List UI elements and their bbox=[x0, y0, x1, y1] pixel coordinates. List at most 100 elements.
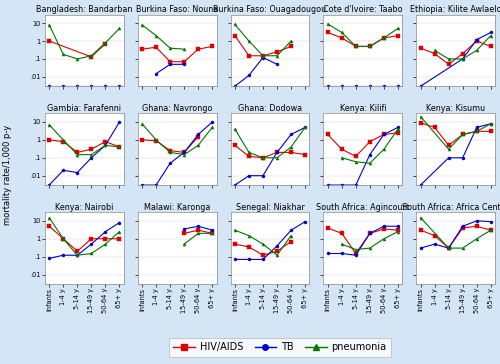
Line: pneumonia: pneumonia bbox=[419, 115, 492, 151]
Text: mortality rate/1,000 p-y: mortality rate/1,000 p-y bbox=[2, 124, 12, 225]
Line: HIV/AIDS: HIV/AIDS bbox=[326, 131, 400, 158]
HIV/AIDS bbox=[232, 143, 238, 147]
pneumonia bbox=[88, 251, 94, 256]
TB bbox=[446, 155, 452, 160]
Line: HIV/AIDS: HIV/AIDS bbox=[326, 226, 400, 255]
pneumonia bbox=[60, 237, 66, 241]
pneumonia bbox=[210, 125, 216, 130]
pneumonia bbox=[181, 47, 187, 51]
TB bbox=[210, 120, 216, 124]
TB bbox=[167, 161, 173, 165]
pneumonia bbox=[353, 159, 359, 164]
Line: pneumonia: pneumonia bbox=[140, 122, 214, 156]
TB bbox=[460, 57, 466, 61]
HIV/AIDS bbox=[367, 44, 373, 48]
HIV/AIDS bbox=[324, 30, 330, 35]
TB bbox=[60, 84, 66, 88]
HIV/AIDS bbox=[60, 237, 66, 241]
HIV/AIDS bbox=[324, 226, 330, 230]
TB bbox=[353, 253, 359, 257]
Line: TB: TB bbox=[419, 31, 492, 88]
TB bbox=[246, 257, 252, 262]
pneumonia bbox=[446, 246, 452, 250]
pneumonia bbox=[195, 143, 201, 147]
pneumonia bbox=[46, 123, 52, 127]
HIV/AIDS bbox=[324, 132, 330, 136]
TB bbox=[353, 84, 359, 88]
Title: Bangladesh: Bandarban: Bangladesh: Bandarban bbox=[36, 5, 132, 15]
pneumonia bbox=[460, 132, 466, 136]
pneumonia bbox=[418, 215, 424, 220]
TB bbox=[381, 84, 387, 88]
pneumonia bbox=[302, 125, 308, 130]
Line: TB: TB bbox=[326, 126, 400, 187]
TB bbox=[274, 62, 280, 67]
Line: pneumonia: pneumonia bbox=[234, 23, 292, 57]
TB bbox=[418, 84, 424, 88]
Line: TB: TB bbox=[234, 126, 306, 187]
TB bbox=[474, 37, 480, 42]
HIV/AIDS bbox=[446, 143, 452, 147]
Line: pneumonia: pneumonia bbox=[340, 230, 400, 251]
HIV/AIDS bbox=[116, 237, 122, 241]
HIV/AIDS bbox=[260, 253, 266, 257]
pneumonia bbox=[488, 228, 494, 232]
HIV/AIDS bbox=[367, 139, 373, 144]
TB bbox=[74, 170, 80, 175]
Title: Senegal: Niakhar: Senegal: Niakhar bbox=[236, 203, 304, 212]
TB bbox=[195, 224, 201, 228]
Line: HIV/AIDS: HIV/AIDS bbox=[234, 34, 292, 57]
TB bbox=[302, 125, 308, 130]
pneumonia bbox=[210, 231, 216, 236]
pneumonia bbox=[274, 253, 280, 257]
pneumonia bbox=[232, 228, 238, 232]
HIV/AIDS bbox=[302, 153, 308, 157]
Line: HIV/AIDS: HIV/AIDS bbox=[326, 31, 400, 48]
Line: pneumonia: pneumonia bbox=[326, 23, 400, 48]
pneumonia bbox=[339, 30, 345, 35]
Line: TB: TB bbox=[326, 225, 400, 257]
TB bbox=[246, 73, 252, 78]
HIV/AIDS bbox=[167, 149, 173, 153]
HIV/AIDS bbox=[274, 50, 280, 54]
pneumonia bbox=[474, 48, 480, 52]
Title: South Africa: Africa Centre: South Africa: Africa Centre bbox=[402, 203, 500, 212]
TB bbox=[181, 62, 187, 67]
HIV/AIDS bbox=[288, 150, 294, 155]
HIV/AIDS bbox=[116, 145, 122, 149]
Title: Kenya: Nairobi: Kenya: Nairobi bbox=[55, 203, 114, 212]
TB bbox=[339, 84, 345, 88]
pneumonia bbox=[367, 246, 373, 250]
pneumonia bbox=[460, 57, 466, 61]
Line: HIV/AIDS: HIV/AIDS bbox=[48, 138, 121, 154]
Line: HIV/AIDS: HIV/AIDS bbox=[419, 225, 492, 250]
Line: HIV/AIDS: HIV/AIDS bbox=[140, 45, 214, 63]
TB bbox=[288, 228, 294, 232]
pneumonia bbox=[288, 145, 294, 149]
TB bbox=[381, 224, 387, 228]
HIV/AIDS bbox=[274, 249, 280, 253]
HIV/AIDS bbox=[474, 224, 480, 228]
HIV/AIDS bbox=[246, 245, 252, 249]
Line: pneumonia: pneumonia bbox=[433, 34, 492, 60]
TB bbox=[460, 155, 466, 160]
pneumonia bbox=[288, 39, 294, 43]
pneumonia bbox=[102, 242, 108, 246]
pneumonia bbox=[260, 54, 266, 58]
pneumonia bbox=[446, 57, 452, 61]
pneumonia bbox=[153, 138, 159, 142]
pneumonia bbox=[74, 253, 80, 257]
HIV/AIDS bbox=[181, 60, 187, 64]
Title: South Africa: Agincourt: South Africa: Agincourt bbox=[316, 203, 410, 212]
pneumonia bbox=[181, 242, 187, 246]
TB bbox=[153, 183, 159, 187]
HIV/AIDS bbox=[232, 242, 238, 246]
Line: TB: TB bbox=[326, 85, 400, 88]
Line: HIV/AIDS: HIV/AIDS bbox=[48, 225, 121, 253]
Line: TB: TB bbox=[48, 221, 121, 260]
TB bbox=[116, 84, 122, 88]
Line: HIV/AIDS: HIV/AIDS bbox=[234, 144, 306, 159]
TB bbox=[139, 183, 145, 187]
HIV/AIDS bbox=[488, 228, 494, 232]
HIV/AIDS bbox=[395, 131, 401, 135]
